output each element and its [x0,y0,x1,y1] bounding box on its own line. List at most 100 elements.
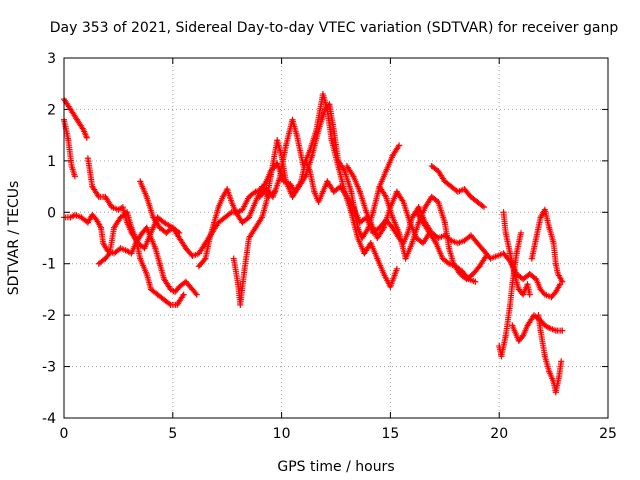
data-point [293,132,300,139]
data-point [176,229,183,236]
x-tick-label: 15 [381,426,399,442]
data-point [354,235,361,241]
data-point [548,294,555,301]
data-point [496,343,503,349]
data-point [520,276,527,283]
data-point [461,186,468,193]
data-point [274,137,281,144]
data-point [206,235,213,241]
data-point [195,263,202,270]
series-trace [98,211,185,306]
data-point [374,255,381,262]
data-point [546,325,553,331]
data-point [476,263,483,270]
data-point [380,224,387,231]
data-point [84,219,91,226]
data-point [533,235,540,241]
data-point [228,199,235,205]
data-point [380,271,387,277]
data-point [115,206,122,213]
data-point [558,358,565,365]
data-point [363,209,370,216]
data-series [61,91,566,396]
data-point [533,276,540,283]
data-point [520,332,527,339]
data-point [128,224,135,231]
data-point [174,301,181,308]
data-point [215,204,222,211]
data-point [528,255,535,262]
data-point [176,283,183,290]
data-point [143,224,150,231]
data-point [89,183,96,190]
data-point [383,168,389,175]
data-point [341,168,348,175]
data-point [269,193,276,200]
data-point [507,250,514,257]
data-point [256,193,263,200]
y-tick-label: -3 [42,360,56,376]
data-point [541,291,548,298]
series-sat-track-13 [413,209,479,285]
series-trace [537,314,562,393]
data-point [452,263,459,270]
data-point [78,214,85,221]
data-point [330,188,337,195]
data-point [319,188,326,195]
data-point [400,199,407,205]
data-point [169,224,176,231]
data-point [498,353,505,360]
data-point [235,281,242,288]
data-point [95,193,102,200]
series-sat-track-3 [84,155,564,301]
data-point [389,152,396,159]
y-tick-label: 1 [47,154,56,170]
data-point [518,229,524,236]
data-point [71,173,78,180]
data-point [98,224,104,231]
data-point [556,373,562,380]
data-point [163,229,170,236]
data-point [124,247,131,254]
x-tick-label: 5 [168,426,177,442]
data-point [537,286,544,293]
data-point [361,250,368,257]
data-point [446,245,453,252]
data-point [409,240,416,247]
data-point [296,183,302,190]
data-point [108,204,115,211]
data-point [148,286,154,293]
data-point [289,193,296,200]
data-point [283,142,289,149]
data-point [211,219,218,226]
x-tick-label: 10 [273,426,291,442]
data-point [100,240,107,247]
data-point [246,235,252,241]
data-point [487,255,494,262]
y-tick-label: 0 [47,205,56,221]
data-point [343,163,350,169]
data-point [552,260,559,267]
data-point [526,291,533,298]
series-sat-track-2 [61,96,90,141]
data-point [467,193,474,200]
data-point [454,188,461,195]
data-point [428,163,435,169]
data-point [219,193,226,200]
grid [64,58,608,418]
data-point [509,322,516,329]
data-point [148,235,154,241]
data-point [433,240,440,247]
data-point [524,281,531,288]
data-point [550,379,557,385]
data-point [152,245,159,252]
data-point [420,240,426,247]
data-point [119,204,126,211]
data-point [267,173,274,180]
data-point [202,255,209,262]
data-point [68,163,75,169]
data-point [555,271,561,277]
data-point [222,214,228,221]
y-tick-label: 2 [47,102,56,118]
